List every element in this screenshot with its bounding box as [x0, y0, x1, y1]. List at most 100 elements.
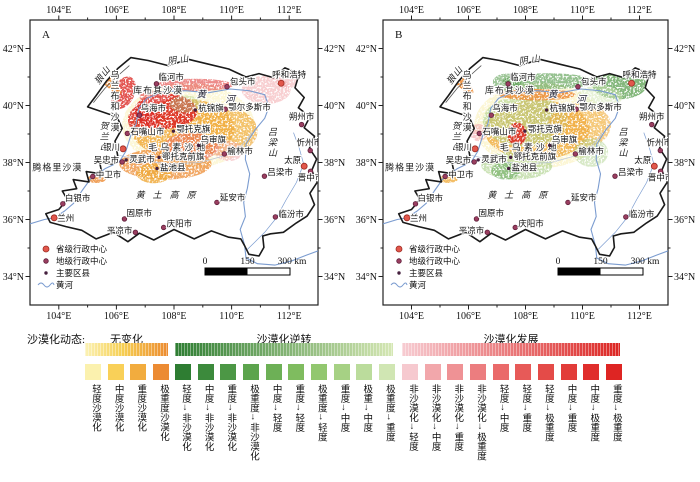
desertification-patch — [163, 132, 219, 162]
city-label: 朔州市 — [639, 112, 665, 122]
legend-swatch — [107, 364, 124, 380]
county-dot-icon — [397, 271, 401, 275]
city-label: 包头市 — [230, 77, 256, 87]
legend-category-label: 中度↓非沙漠化 — [202, 384, 213, 451]
map-content: 阴山狼山乌兰布和沙漠贺兰山腾格里沙漠库布其沙漠毛乌素沙地吕梁山黄土高原黄河临河市… — [383, 52, 674, 266]
legend-category-label: 轻度↓重度 — [520, 384, 531, 432]
city-dot-province — [300, 162, 308, 170]
city-label: 临汾市 — [278, 209, 304, 219]
admin-boundary-line — [471, 132, 603, 165]
scale-bar-outline — [204, 267, 291, 276]
city-dot-prefecture — [442, 173, 448, 180]
panel-letter: B — [395, 29, 402, 41]
axis-label-lon: 106°E — [456, 5, 481, 16]
city-label: 乌审旗 — [200, 134, 226, 144]
legend-swatch — [152, 364, 169, 380]
city-dot-prefecture — [224, 83, 230, 90]
map-legend-label: 黄河 — [56, 280, 74, 290]
map-legend-label: 黄河 — [409, 280, 427, 290]
city-label: 乌审旗 — [552, 134, 578, 144]
river-name-char: 黄 — [197, 90, 208, 101]
legend-category-label: 极重度↓轻度 — [315, 384, 326, 442]
axis-label-lat: 40°N — [356, 101, 377, 112]
city-label: 吕梁市 — [267, 167, 293, 177]
city-dot-prefecture — [160, 224, 167, 231]
legend-category-label: 轻度↓中度 — [497, 384, 508, 432]
desertification-patches — [86, 71, 300, 184]
scale-bar-label: 300 km — [278, 257, 307, 267]
city-dot-county — [196, 143, 201, 148]
city-dot-province — [403, 214, 411, 222]
river-name-char: 河 — [576, 95, 587, 106]
langshan-ridge-line — [445, 65, 482, 103]
city-dot-province — [119, 145, 127, 153]
desertification-patch — [169, 95, 202, 113]
legend-category-label: 重度沙漠化 — [135, 384, 146, 432]
city-dot-county — [155, 166, 159, 171]
axis-label-lat: 34°N — [674, 272, 695, 283]
legend-swatch — [537, 364, 554, 380]
legend-swatch — [310, 364, 327, 380]
terrain-label: 阴山 — [167, 53, 192, 66]
city-label: 白银市 — [417, 193, 443, 203]
axis-label-lat: 38°N — [324, 158, 345, 169]
city-dot-county — [508, 155, 513, 160]
city-label: 吕梁市 — [618, 167, 644, 177]
map-panel-b: 104°E 104°E 106°E 106°E 108°E 108°E 110°E 110°E… — [356, 5, 695, 322]
city-dot-prefecture — [473, 216, 480, 222]
axis-label-lat: 34°N — [356, 272, 377, 283]
city-dot-prefecture — [124, 130, 131, 137]
city-dot-prefecture — [222, 106, 228, 112]
scale-bar-outline — [557, 267, 644, 276]
city-label: 灵武市 — [129, 154, 155, 164]
axis-label-lat: 36°N — [674, 215, 695, 226]
legend-category-label: 重度↓非沙漠化 — [225, 384, 236, 451]
river-name-char: 黄 — [548, 90, 559, 101]
axis-label-lon: 106°E — [456, 311, 481, 322]
legend-swatch — [605, 364, 622, 380]
legend-swatch — [288, 364, 305, 380]
city-label: 固原市 — [126, 208, 152, 218]
city-dot-prefecture — [136, 112, 143, 118]
city-label: 榆林市 — [227, 146, 253, 156]
city-label: 中卫市 — [96, 169, 122, 179]
legend-swatch — [492, 364, 509, 380]
city-label: 兰州 — [57, 213, 74, 223]
legend-swatch — [175, 364, 191, 380]
terrain-label: 黄土高原 — [487, 190, 555, 200]
city-dot-prefecture — [649, 121, 655, 128]
city-label: 忻州市 — [296, 138, 322, 148]
city-dot-prefecture — [623, 214, 629, 220]
city-dot-province — [628, 79, 635, 87]
map-legend-label: 地级行政中心 — [56, 256, 108, 266]
axis-label-lat: 38°N — [356, 158, 377, 169]
axis-label-lat: 36°N — [324, 215, 345, 226]
desertification-patch — [491, 162, 520, 180]
dynamics-legend-title: 沙漠化动态: — [27, 334, 86, 346]
axis-label-lon: 110°E — [570, 5, 595, 16]
legend-category-label: 非沙漠化↓轻度 — [407, 384, 417, 451]
axis-label-lat: 42°N — [356, 44, 377, 55]
desertification-patch — [502, 73, 594, 90]
city-dot-prefecture — [565, 199, 571, 206]
city-label: 石嘴山市 — [482, 126, 517, 136]
city-dot-prefecture — [657, 168, 664, 175]
city-dot-prefecture — [575, 83, 581, 90]
terrain-label: 贺兰山 — [100, 121, 110, 152]
axis-label-lat: 36°N — [356, 215, 377, 226]
legend-category-label: 中度↓重度 — [565, 384, 576, 432]
city-label: 延安市 — [220, 192, 246, 202]
city-dot-prefecture — [484, 229, 491, 236]
desertification-patch — [214, 141, 244, 162]
map-legend-label: 主要区县 — [56, 268, 91, 278]
city-dot-county — [523, 129, 527, 133]
city-label: 乌海市 — [492, 103, 518, 113]
axis-label-lat: 40°N — [324, 101, 345, 112]
city-dot-province — [650, 162, 658, 170]
city-dot-prefecture — [307, 168, 314, 175]
prefecture-dot-icon — [43, 258, 49, 264]
city-dot-prefecture — [512, 224, 518, 231]
axis-ticks — [378, 15, 673, 310]
province-dot-icon — [42, 245, 50, 253]
city-label: 晋中市 — [648, 172, 674, 182]
